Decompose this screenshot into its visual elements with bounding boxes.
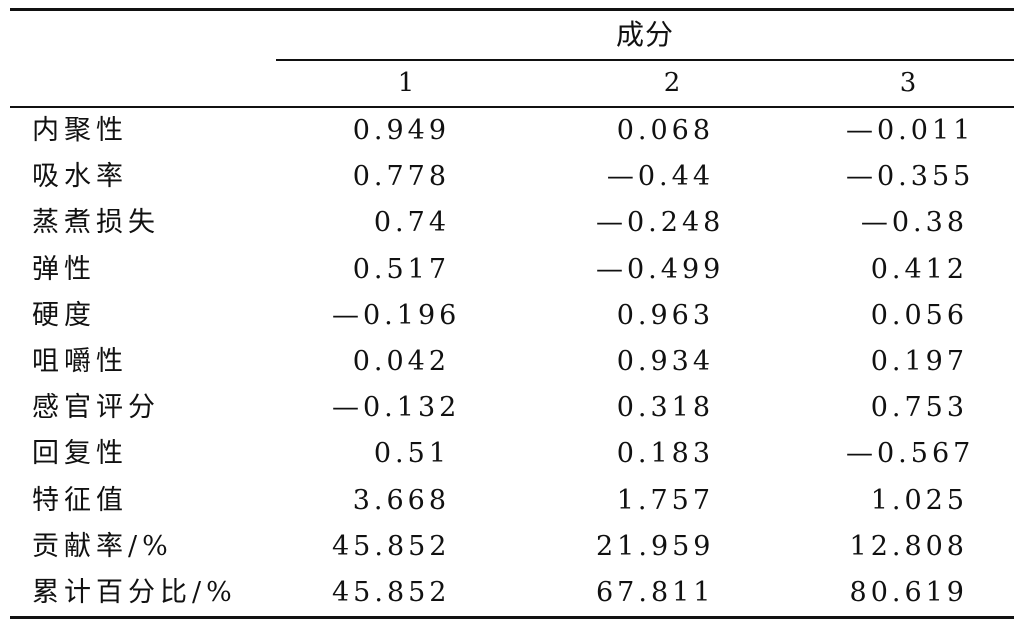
bottom-rule xyxy=(10,616,1014,619)
row-label: 弹性 xyxy=(32,254,96,285)
table-cell-col1: 0.51 xyxy=(373,438,450,469)
row-label: 贡献率/% xyxy=(32,531,173,562)
table-cell-col3: —0.567 xyxy=(846,438,975,469)
header-rule xyxy=(10,106,1014,108)
table-cell-col3: 0.197 xyxy=(870,346,968,377)
table-cell-col1: 0.949 xyxy=(352,115,450,146)
column-header-2: 2 xyxy=(663,68,681,98)
table-cell-col2: —0.44 xyxy=(606,161,714,192)
table-cell-col3: 0.056 xyxy=(870,300,968,331)
table-cell-col2: —0.248 xyxy=(596,207,725,238)
table-cell-col2: 67.811 xyxy=(596,577,715,608)
table-cell-col3: 0.412 xyxy=(870,254,968,285)
row-label: 特征值 xyxy=(32,485,128,516)
table-cell-col1: 45.852 xyxy=(332,577,451,608)
row-label: 吸水率 xyxy=(32,161,128,192)
row-label: 内聚性 xyxy=(32,115,128,146)
table-cell-col1: 0.778 xyxy=(352,161,450,192)
table-cell-col3: —0.011 xyxy=(846,115,975,146)
table-cell-col1: 0.74 xyxy=(373,207,450,238)
table-cell-col1: 0.042 xyxy=(352,346,450,377)
table-cell-col3: —0.38 xyxy=(860,207,968,238)
table-cell-col2: 21.959 xyxy=(596,531,715,562)
table-cell-col2: —0.499 xyxy=(596,254,725,285)
table-cell-col1: 45.852 xyxy=(332,531,451,562)
table-cell-col3: —0.355 xyxy=(846,161,975,192)
group-header: 成分 xyxy=(615,18,674,51)
row-label: 回复性 xyxy=(32,438,128,469)
group-rule xyxy=(276,59,1014,61)
table-cell-col1: —0.132 xyxy=(332,392,461,423)
row-label: 硬度 xyxy=(32,300,96,331)
row-label: 咀嚼性 xyxy=(32,346,128,377)
column-header-3: 3 xyxy=(899,68,917,98)
table-cell-col3: 1.025 xyxy=(870,485,968,516)
table-cell-col2: 0.934 xyxy=(616,346,714,377)
table-cell-col3: 80.619 xyxy=(849,577,968,608)
table-cell-col1: 0.517 xyxy=(352,254,450,285)
table-cell-col2: 0.068 xyxy=(616,115,714,146)
top-rule xyxy=(10,8,1014,11)
table-cell-col2: 0.963 xyxy=(616,300,714,331)
column-header-1: 1 xyxy=(397,68,415,98)
table-cell-col1: —0.196 xyxy=(332,300,461,331)
row-label: 累计百分比/% xyxy=(32,577,237,608)
table-cell-col2: 1.757 xyxy=(616,485,714,516)
table-cell-col2: 0.318 xyxy=(616,392,714,423)
table-cell-col3: 12.808 xyxy=(849,531,968,562)
table-cell-col2: 0.183 xyxy=(616,438,714,469)
row-label: 感官评分 xyxy=(32,392,160,423)
row-label: 蒸煮损失 xyxy=(32,207,160,238)
table-cell-col3: 0.753 xyxy=(870,392,968,423)
table-cell-col1: 3.668 xyxy=(352,485,450,516)
